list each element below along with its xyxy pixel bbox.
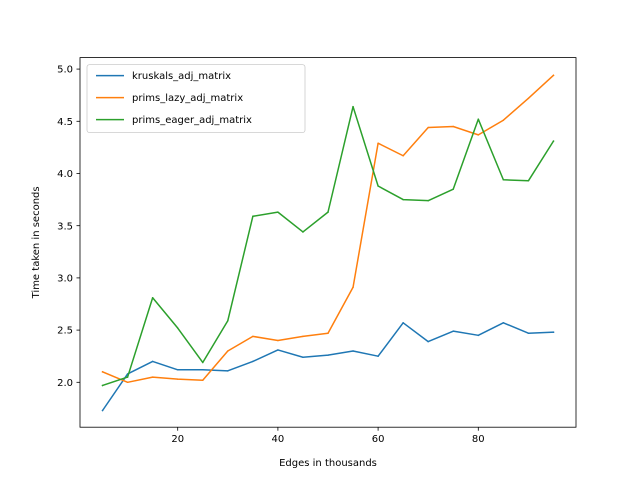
x-tick-label: 40 xyxy=(272,434,285,445)
data-point xyxy=(227,370,229,372)
y-tick-label: 4.5 xyxy=(57,117,73,128)
data-point xyxy=(126,376,129,378)
data-point xyxy=(427,126,429,129)
data-point xyxy=(552,74,555,77)
plot-frame xyxy=(79,57,577,428)
data-point xyxy=(402,198,404,201)
data-point xyxy=(252,360,254,363)
data-point xyxy=(477,134,480,136)
data-point xyxy=(327,211,329,213)
data-point xyxy=(202,369,204,371)
data-point xyxy=(302,356,304,358)
data-point xyxy=(427,340,429,343)
legend-label: kruskals_adj_matrix xyxy=(132,71,231,82)
data-point xyxy=(377,142,379,144)
data-point xyxy=(452,125,454,128)
data-point xyxy=(101,409,104,412)
data-point xyxy=(202,379,204,381)
data-point xyxy=(227,350,229,352)
x-tick-label: 60 xyxy=(372,434,385,445)
data-point xyxy=(277,211,279,213)
data-point xyxy=(202,361,204,364)
x-axis-label: Edges in thousands xyxy=(279,458,377,469)
data-point xyxy=(352,286,354,289)
data-point xyxy=(402,322,404,324)
legend-label: prims_eager_adj_matrix xyxy=(132,115,252,126)
data-point xyxy=(502,322,505,324)
data-point xyxy=(427,199,429,202)
y-tick-label: 3.0 xyxy=(57,273,73,284)
data-point xyxy=(252,215,254,218)
data-point xyxy=(176,327,179,329)
series-layer xyxy=(101,74,555,412)
data-point xyxy=(101,384,104,387)
data-point xyxy=(327,332,329,334)
y-tick-label: 4.0 xyxy=(57,169,73,180)
data-point xyxy=(377,355,379,357)
data-point xyxy=(527,97,530,100)
data-point xyxy=(176,378,179,380)
data-point xyxy=(277,339,279,342)
data-point xyxy=(151,376,154,378)
data-point xyxy=(352,105,354,108)
y-axis-ticks: 2.0 2.5 3.0 3.5 4.0 4.5 5.0 xyxy=(57,65,80,389)
data-point xyxy=(227,319,229,322)
legend: kruskals_adj_matrix prims_lazy_adj_matrix… xyxy=(86,64,306,133)
data-point xyxy=(502,179,505,181)
data-point xyxy=(477,334,480,337)
data-point xyxy=(527,332,530,334)
legend-box xyxy=(86,64,306,133)
data-point xyxy=(302,335,304,338)
y-tick-label: 3.5 xyxy=(57,221,73,232)
data-point xyxy=(327,354,329,356)
data-point xyxy=(101,371,104,373)
data-point xyxy=(402,154,404,157)
data-point xyxy=(452,188,454,190)
y-tick-label: 2.0 xyxy=(57,378,73,389)
data-point xyxy=(302,231,304,233)
data-point xyxy=(502,119,505,121)
data-point xyxy=(377,185,379,187)
legend-label: prims_lazy_adj_matrix xyxy=(132,93,243,104)
data-point xyxy=(252,335,254,338)
data-point xyxy=(477,118,480,120)
y-axis-label: Time taken in seconds xyxy=(31,186,42,299)
data-point xyxy=(552,331,555,333)
y-tick-label: 5.0 xyxy=(57,65,73,76)
data-point xyxy=(527,180,530,182)
x-axis-ticks: 20 40 60 80 xyxy=(171,427,485,445)
y-tick-label: 2.5 xyxy=(57,326,73,337)
x-tick-label: 80 xyxy=(472,434,485,445)
data-point xyxy=(277,349,279,351)
data-point xyxy=(352,350,354,352)
data-point xyxy=(151,296,154,299)
data-point xyxy=(176,369,179,371)
x-tick-label: 20 xyxy=(171,434,184,445)
data-point xyxy=(552,140,555,142)
data-point xyxy=(452,330,454,332)
data-point xyxy=(126,381,129,384)
data-point xyxy=(151,360,154,363)
